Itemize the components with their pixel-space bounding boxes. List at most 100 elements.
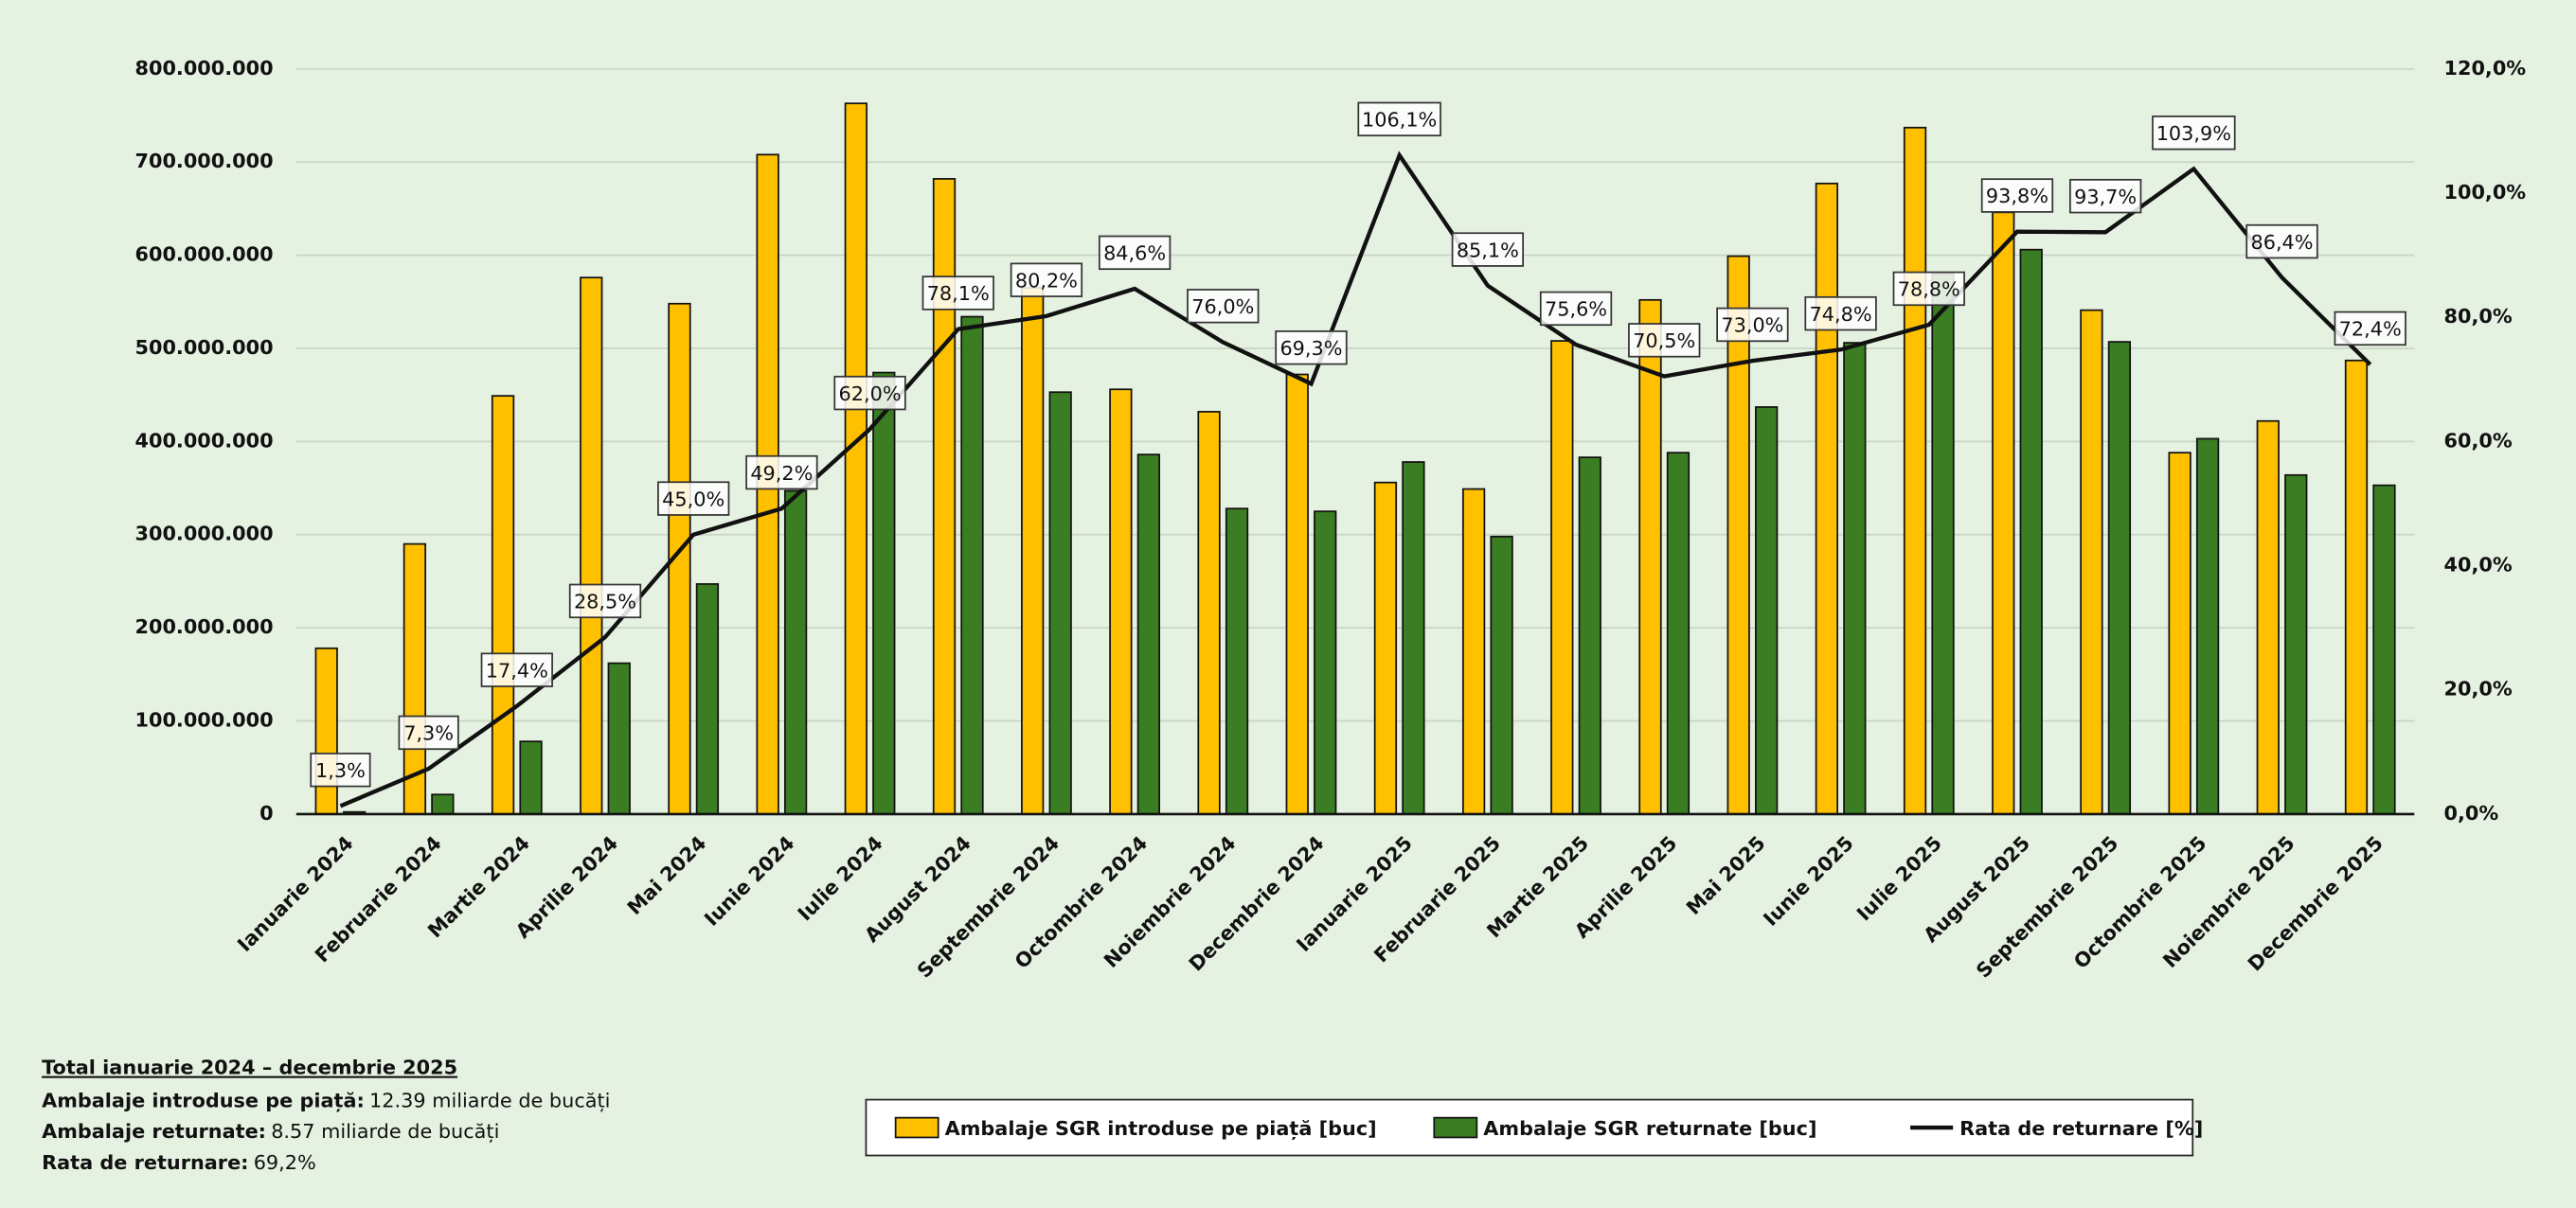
data-label: 72,4% bbox=[2339, 318, 2402, 341]
bar bbox=[1931, 273, 1955, 815]
data-label: 74,8% bbox=[1810, 303, 1872, 326]
bar bbox=[1373, 481, 1398, 815]
data-label: 7,3% bbox=[403, 722, 454, 745]
y-tick-label: 800.000.000 bbox=[135, 57, 274, 80]
y2-tick-label: 20,0% bbox=[2444, 678, 2513, 701]
y2-tick-label: 80,0% bbox=[2444, 305, 2513, 328]
bar bbox=[783, 489, 808, 815]
data-label: 70,5% bbox=[1633, 329, 1695, 352]
summary-line: Ambalaje returnate: 8.57 miliarde de bucă… bbox=[42, 1120, 499, 1143]
bar bbox=[1550, 340, 1574, 815]
summary-title: Total ianuarie 2024 – decembrie 2025 bbox=[42, 1057, 457, 1079]
bar bbox=[1903, 126, 1927, 815]
bar bbox=[2195, 437, 2220, 815]
bar bbox=[1843, 342, 1867, 815]
data-label-box bbox=[1716, 307, 1789, 343]
data-label-box bbox=[2152, 115, 2236, 151]
bar bbox=[1314, 510, 1337, 815]
data-label: 80,2% bbox=[1015, 269, 1078, 292]
bar bbox=[1992, 211, 2015, 815]
data-label: 17,4% bbox=[486, 659, 548, 682]
data-label-box bbox=[1628, 323, 1701, 358]
y-tick-label: 700.000.000 bbox=[135, 150, 274, 172]
bar bbox=[1109, 388, 1133, 815]
bar bbox=[2344, 359, 2369, 815]
data-label: 73,0% bbox=[1721, 314, 1783, 337]
data-label-box bbox=[1357, 101, 1441, 137]
data-label-box bbox=[1804, 295, 1877, 331]
summary-label: Ambalaje returnate: bbox=[42, 1120, 266, 1143]
legend-swatch bbox=[1433, 1116, 1478, 1139]
y2-tick-label: 0,0% bbox=[2444, 802, 2499, 825]
data-label: 86,4% bbox=[2250, 231, 2313, 254]
bar bbox=[1225, 507, 1249, 815]
data-label-box bbox=[398, 715, 459, 751]
bar bbox=[314, 647, 338, 815]
bar bbox=[2107, 341, 2132, 815]
bar bbox=[2080, 309, 2103, 815]
legend-label: Ambalaje SGR introduse pe piață [buc] bbox=[945, 1117, 1377, 1141]
bar bbox=[580, 276, 603, 815]
y2-tick-label: 100,0% bbox=[2444, 181, 2527, 204]
y2-tick-label: 60,0% bbox=[2444, 429, 2513, 452]
data-label: 49,2% bbox=[750, 462, 813, 485]
bar bbox=[2284, 473, 2308, 815]
bar bbox=[960, 315, 984, 815]
y-tick-label: 200.000.000 bbox=[135, 615, 274, 638]
bar bbox=[2019, 248, 2043, 815]
legend-swatch bbox=[894, 1116, 939, 1139]
bar bbox=[2372, 484, 2396, 815]
summary-label: Ambalaje introduse pe piață: bbox=[42, 1089, 365, 1112]
summary-value: 12.39 miliarde de bucăți bbox=[369, 1089, 610, 1111]
legend-label: Ambalaje SGR returnate [buc] bbox=[1483, 1117, 1816, 1140]
bar bbox=[1021, 287, 1045, 815]
rate-line bbox=[339, 151, 2372, 808]
bar bbox=[1197, 411, 1221, 815]
bar bbox=[1285, 373, 1309, 815]
data-label-box bbox=[568, 583, 642, 619]
data-label: 93,7% bbox=[2074, 186, 2137, 208]
data-label-box bbox=[657, 481, 730, 516]
y2-tick-label: 40,0% bbox=[2444, 554, 2513, 577]
data-label: 62,0% bbox=[839, 382, 902, 405]
summary-label: Rata de returnare: bbox=[42, 1151, 248, 1174]
data-label-box bbox=[1892, 271, 1965, 307]
data-label-box bbox=[1275, 330, 1348, 365]
data-label-box bbox=[1539, 291, 1613, 327]
bar bbox=[1402, 461, 1425, 815]
bar bbox=[1638, 298, 1662, 815]
data-label: 28,5% bbox=[574, 591, 636, 613]
y-tick-label: 300.000.000 bbox=[135, 523, 274, 545]
data-label: 85,1% bbox=[1457, 239, 1519, 261]
bar bbox=[1048, 391, 1072, 815]
data-label-box bbox=[1098, 235, 1172, 271]
summary-value: 69,2% bbox=[254, 1151, 316, 1174]
bar bbox=[1490, 535, 1513, 815]
bar bbox=[1578, 456, 1601, 815]
bar bbox=[1666, 452, 1690, 815]
data-label-box bbox=[833, 375, 906, 411]
bar bbox=[1755, 406, 1779, 815]
data-label: 76,0% bbox=[1191, 295, 1254, 318]
data-label: 93,8% bbox=[1986, 185, 2048, 207]
bar bbox=[431, 793, 455, 815]
data-label-box bbox=[310, 753, 371, 788]
data-label-box bbox=[480, 652, 553, 687]
data-label-box bbox=[1980, 178, 2054, 213]
data-label-box bbox=[2245, 223, 2318, 259]
y-tick-label: 600.000.000 bbox=[135, 243, 274, 266]
y-tick-label: 100.000.000 bbox=[135, 709, 274, 732]
bar bbox=[491, 395, 515, 815]
data-label: 75,6% bbox=[1545, 298, 1607, 321]
data-label-box bbox=[2069, 178, 2142, 214]
data-label: 78,8% bbox=[1898, 278, 1960, 301]
bar bbox=[872, 371, 896, 815]
data-label-box bbox=[1187, 289, 1260, 324]
data-label-box bbox=[2334, 311, 2406, 346]
bar bbox=[1461, 488, 1486, 815]
bar bbox=[519, 740, 543, 815]
y2-tick-label: 120,0% bbox=[2444, 57, 2527, 80]
y-tick-label: 0 bbox=[259, 802, 273, 825]
bar bbox=[1136, 453, 1160, 815]
